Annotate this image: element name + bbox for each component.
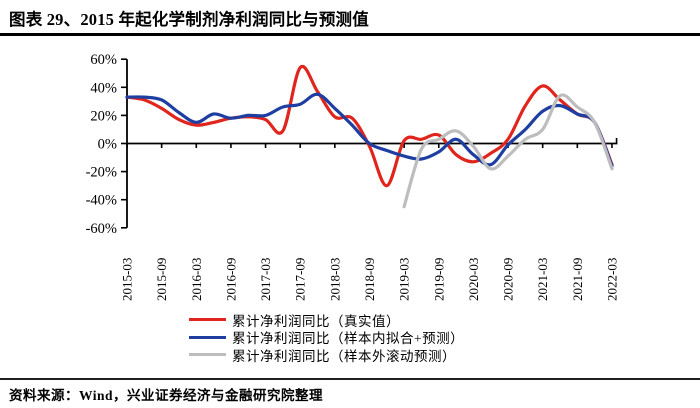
y-axis-label: 0%	[98, 137, 117, 153]
y-axis-label: -60%	[86, 221, 117, 237]
y-axis-label: -20%	[86, 165, 117, 181]
x-axis-label: 2020-09	[501, 258, 516, 301]
legend-item-insample-forecast: 累计净利润同比（样本内拟合+预测）	[189, 329, 465, 347]
chart-legend: 累计净利润同比（真实值） 累计净利润同比（样本内拟合+预测） 累计净利润同比（样…	[189, 311, 464, 364]
x-axis-label: 2018-03	[327, 258, 342, 301]
x-axis-label: 2018-09	[362, 258, 377, 301]
legend-label-insample-forecast: 累计净利润同比（样本内拟合+预测）	[232, 331, 465, 347]
source-note: 资料来源：Wind，兴业证券经济与金融研究院整理	[9, 388, 324, 403]
series-rolling-forecast	[402, 93, 614, 209]
x-axis-label: 2015-09	[154, 258, 169, 301]
x-axis-label: 2017-09	[293, 258, 308, 301]
y-axis-label: -40%	[86, 193, 117, 209]
title-divider	[0, 33, 700, 36]
legend-label-rolling-forecast: 累计净利润同比（样本外滚动预测）	[232, 348, 456, 364]
footer-divider	[0, 378, 700, 380]
y-axis-label: 40%	[90, 80, 117, 96]
legend-swatch-insample-forecast	[189, 335, 226, 339]
x-axis-label: 2015-03	[120, 258, 135, 301]
legend-item-actual: 累计净利润同比（真实值）	[189, 311, 464, 329]
x-axis-label: 2016-09	[223, 258, 238, 301]
x-axis-label: 2017-03	[258, 258, 273, 301]
x-axis-label: 2020-03	[466, 258, 481, 301]
x-axis-label: 2021-09	[570, 258, 585, 301]
y-axis-label: 20%	[90, 108, 117, 124]
legend-swatch-rolling-forecast	[189, 353, 226, 357]
figure-title: 图表 29、2015 年起化学制剂净利润同比与预测值	[9, 10, 369, 29]
legend-label-actual: 累计净利润同比（真实值）	[232, 313, 400, 329]
legend-item-rolling-forecast: 累计净利润同比（样本外滚动预测）	[189, 346, 464, 364]
x-axis-label: 2019-03	[397, 258, 412, 301]
series-actual	[125, 64, 614, 188]
x-axis-label: 2019-09	[431, 258, 446, 301]
y-axis-label: 60%	[90, 52, 117, 68]
legend-swatch-actual	[189, 318, 226, 322]
x-axis-label: 2016-03	[189, 258, 204, 301]
series-insample-forecast	[125, 92, 614, 168]
x-axis-label: 2021-03	[535, 258, 550, 301]
x-axis-label: 2022-03	[604, 258, 619, 301]
